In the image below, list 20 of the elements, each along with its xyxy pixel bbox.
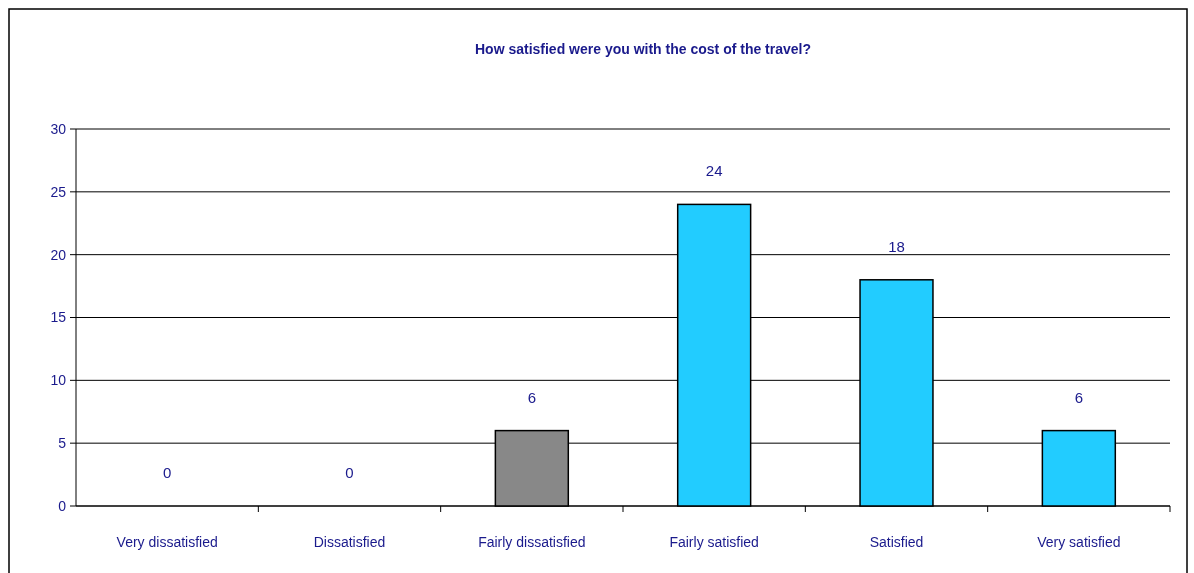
data-label: 6 — [527, 388, 537, 406]
y-tick-label: 30 — [50, 120, 67, 137]
y-tick-label: 15 — [50, 309, 67, 326]
x-tick-label: Dissatisfied — [313, 534, 386, 550]
y-tick-label: 0 — [58, 497, 67, 514]
x-tick-label: Very dissatisfied — [116, 534, 218, 550]
data-label: 6 — [1074, 388, 1084, 406]
x-tick-label: Satisfied — [869, 534, 924, 550]
y-tick-label: 20 — [50, 246, 67, 263]
y-tick-label: 10 — [50, 372, 67, 389]
data-label: 0 — [345, 464, 354, 481]
data-label: 0 — [162, 464, 172, 481]
x-tick-label: Fairly satisfied — [669, 534, 759, 550]
x-tick-label: Fairly dissatisfied — [478, 534, 586, 550]
data-label: 18 — [888, 237, 905, 255]
x-tick-label: Very satisfied — [1037, 534, 1121, 550]
data-label: 24 — [705, 162, 723, 180]
chart-title: How satisfied were you with the cost of the travel? — [474, 41, 812, 57]
y-tick-label: 5 — [58, 435, 67, 452]
y-tick-label: 25 — [50, 183, 67, 200]
